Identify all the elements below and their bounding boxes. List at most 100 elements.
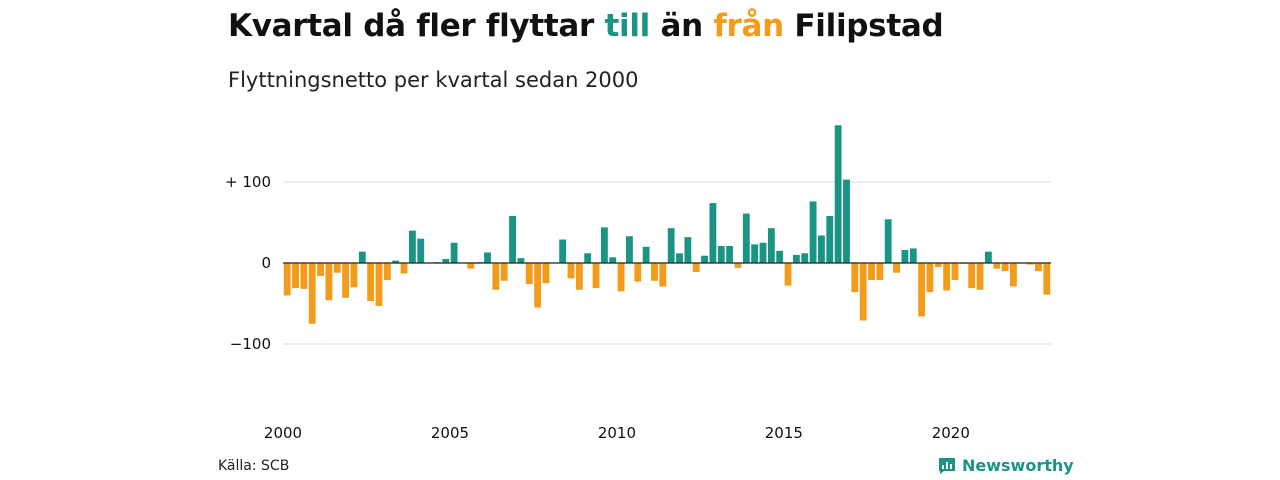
bar — [834, 125, 842, 263]
bar — [876, 263, 884, 281]
bar — [325, 263, 333, 301]
bar — [350, 263, 358, 288]
bar — [575, 263, 583, 290]
newsworthy-logo-icon — [939, 457, 955, 474]
bar — [918, 263, 926, 317]
brand-logo: Newsworthy — [938, 456, 1074, 475]
bar — [984, 251, 992, 263]
bar — [408, 230, 416, 263]
brand-name: Newsworthy — [962, 456, 1074, 475]
bar — [1035, 263, 1042, 272]
bar — [717, 245, 725, 263]
bar — [1001, 263, 1009, 272]
bar — [442, 258, 450, 263]
bar — [1010, 263, 1017, 287]
bar — [1043, 263, 1051, 295]
bar — [734, 263, 742, 268]
title-part-3: Filipstad — [783, 8, 944, 44]
bar — [542, 263, 550, 284]
chart-subtitle: Flyttningsnetto per kvartal sedan 2000 — [228, 68, 639, 92]
bar — [500, 263, 508, 281]
x-tick-label: 2010 — [598, 424, 636, 442]
bar — [626, 236, 633, 263]
bar — [676, 253, 683, 263]
bar — [308, 263, 316, 324]
bar — [751, 244, 759, 263]
bar — [358, 251, 366, 263]
bar — [759, 242, 767, 263]
bar — [600, 227, 608, 263]
bar — [342, 263, 350, 298]
bar — [525, 263, 533, 285]
bar — [417, 238, 425, 263]
title-part-2: än — [649, 8, 714, 44]
bar — [726, 245, 734, 263]
bar — [609, 257, 617, 263]
x-tick-label: 2000 — [264, 424, 302, 442]
bar — [584, 253, 592, 263]
bar — [392, 260, 400, 263]
bar — [642, 246, 650, 263]
bar — [283, 263, 291, 296]
bar — [976, 263, 984, 290]
bar — [517, 258, 525, 263]
bar — [333, 263, 341, 273]
bar — [367, 263, 375, 302]
bar — [884, 219, 892, 263]
bar — [909, 248, 917, 263]
chart-title: Kvartal då fler flyttar till än från Fil… — [228, 8, 944, 44]
x-tick-label: 2020 — [932, 424, 970, 442]
bar — [450, 242, 458, 263]
bar — [559, 239, 567, 263]
bar — [792, 254, 800, 263]
bar — [784, 263, 792, 286]
bar — [826, 216, 834, 263]
bar — [893, 263, 900, 273]
bar — [1026, 263, 1034, 265]
bar — [843, 179, 850, 263]
y-tick-label: 0 — [261, 254, 271, 272]
bar — [317, 263, 324, 276]
x-tick-label: 2015 — [765, 424, 803, 442]
bar — [300, 263, 308, 289]
bar — [509, 216, 516, 263]
y-tick-label: + 100 — [225, 173, 271, 191]
bar — [651, 263, 658, 281]
source-note: Källa: SCB — [218, 458, 290, 474]
bar — [467, 263, 475, 269]
y-tick-label: −100 — [230, 335, 271, 353]
bar — [926, 263, 934, 293]
bar — [951, 263, 959, 281]
bar — [701, 255, 708, 263]
bar — [634, 263, 642, 282]
bar — [968, 263, 976, 289]
bar — [383, 263, 391, 281]
bar — [776, 250, 784, 263]
bar — [492, 263, 500, 290]
bar — [375, 263, 383, 306]
bar — [692, 263, 700, 272]
title-highlight-fran: från — [713, 8, 784, 44]
bar — [851, 263, 859, 293]
bar — [818, 235, 825, 263]
bar — [993, 263, 1001, 269]
bar — [659, 263, 667, 287]
bar — [534, 263, 542, 308]
bar — [567, 263, 575, 279]
bar — [742, 213, 750, 263]
bar — [484, 252, 491, 263]
bar — [400, 263, 408, 274]
x-tick-label: 2005 — [431, 424, 469, 442]
bar — [901, 250, 909, 263]
bar — [617, 263, 625, 292]
bar — [801, 253, 809, 263]
bar — [934, 263, 942, 268]
bar — [767, 228, 775, 263]
bar — [859, 263, 867, 321]
bar — [684, 237, 692, 263]
bar — [868, 263, 875, 281]
bar — [809, 201, 817, 263]
title-highlight-till: till — [604, 8, 650, 44]
bar — [667, 228, 675, 263]
